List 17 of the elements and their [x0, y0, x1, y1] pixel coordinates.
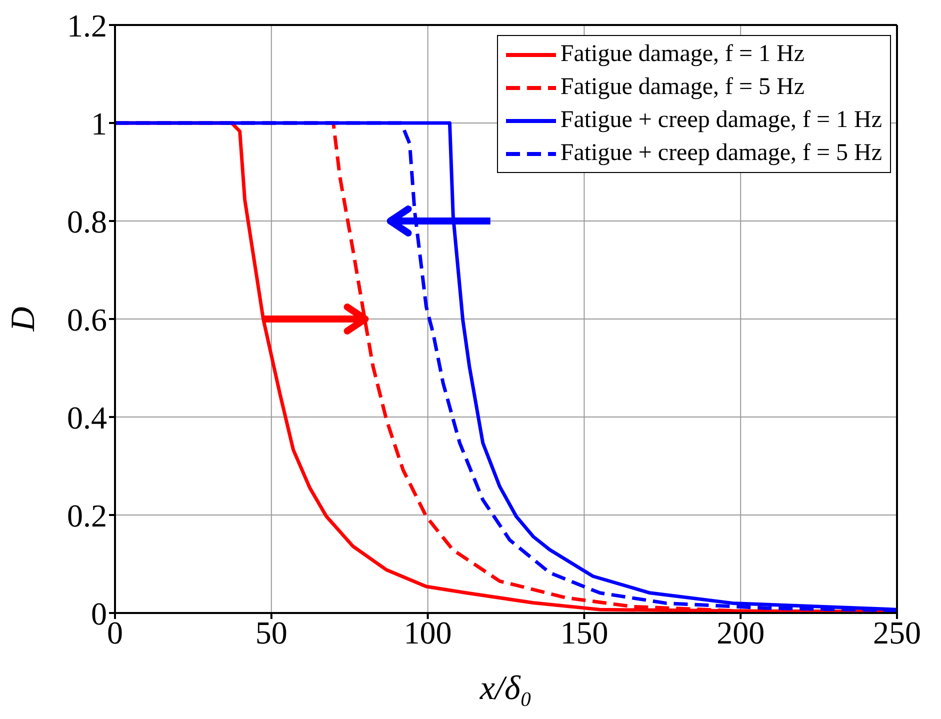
- x-tick-label: 200: [716, 614, 765, 651]
- y-tick-label: 1: [91, 105, 107, 142]
- legend-label: Fatigue + creep damage, f = 1 Hz: [560, 107, 882, 134]
- x-tick-label: 100: [404, 614, 452, 651]
- legend-label: Fatigue + creep damage, f = 5 Hz: [560, 140, 882, 167]
- y-tick-label: 1.2: [67, 7, 107, 44]
- x-tick-label: 50: [255, 614, 288, 651]
- legend-label: Fatigue damage, f = 5 Hz: [560, 74, 805, 101]
- x-tick-label: 250: [873, 614, 921, 651]
- x-tick-label: 150: [560, 614, 608, 651]
- y-axis-title: D: [5, 306, 42, 332]
- y-tick-label: 0.8: [67, 203, 107, 240]
- y-tick-label: 0.2: [67, 497, 107, 534]
- y-tick-label: 0.6: [67, 301, 107, 338]
- legend-label: Fatigue damage, f = 1 Hz: [560, 41, 805, 68]
- x-axis-title: x/δ₀: [478, 670, 532, 707]
- y-tick-label: 0.4: [67, 399, 107, 436]
